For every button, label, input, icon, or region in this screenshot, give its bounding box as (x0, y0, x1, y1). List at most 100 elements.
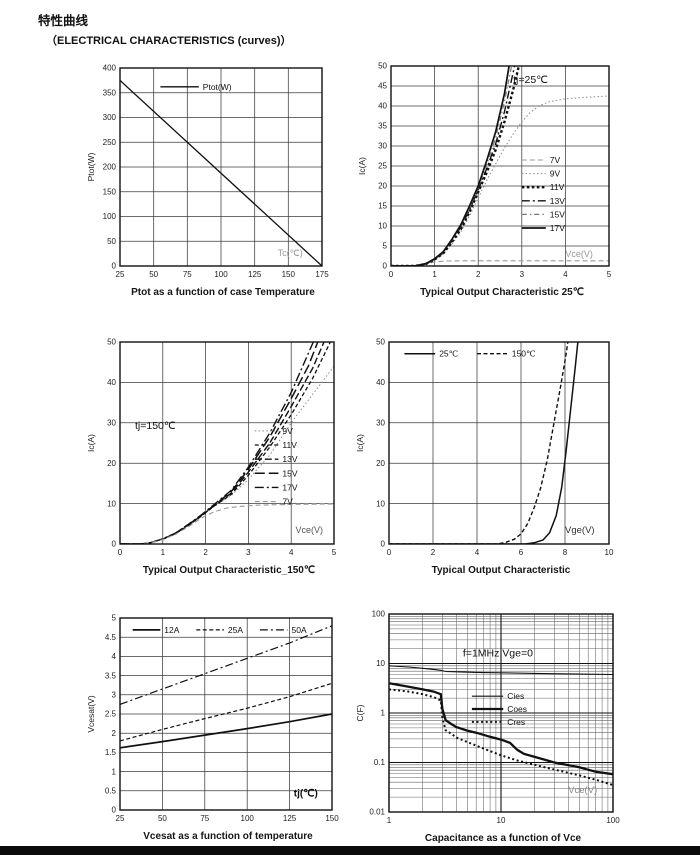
svg-text:200: 200 (103, 163, 117, 172)
svg-text:3: 3 (246, 548, 251, 557)
chart-output-characteristic-150c: 0 1 2 3 4 5 0 10 20 30 40 50 Ic(A) 9V 11V 13V 15V 17V 7V tj… (86, 334, 348, 586)
svg-text:5: 5 (383, 242, 388, 251)
svg-text:Vcesat(V): Vcesat(V) (86, 695, 96, 732)
svg-text:50: 50 (107, 237, 116, 246)
svg-text:2: 2 (112, 729, 117, 738)
svg-text:100: 100 (103, 212, 117, 221)
svg-text:1: 1 (387, 816, 392, 825)
svg-text:13V: 13V (282, 454, 297, 464)
svg-text:40: 40 (378, 102, 387, 111)
svg-text:125: 125 (248, 270, 262, 279)
svg-text:4: 4 (112, 652, 117, 661)
section-title-en: （ELECTRICAL CHARACTERISTICS (curves)） (46, 35, 292, 47)
svg-text:5: 5 (332, 548, 337, 557)
chart-caption-output-25c: Typical Output Characteristic 25℃ (420, 287, 584, 298)
section-header: 特性曲线 （ELECTRICAL CHARACTERISTICS (curves… (38, 10, 292, 48)
svg-text:Cies: Cies (507, 691, 524, 701)
chart-caption-transfer: Typical Output Characteristic (431, 565, 571, 576)
svg-text:1: 1 (381, 709, 386, 718)
svg-text:40: 40 (107, 378, 116, 387)
svg-text:40: 40 (376, 378, 385, 387)
chart-ptot-vs-case-temperature: 25 50 75 100 125 150 175 0 50 100 150 200 250 300 350 4… (86, 60, 336, 308)
svg-text:11V: 11V (282, 440, 297, 450)
chart-transfer-characteristic: 0 2 4 6 8 10 0 10 20 30 40 50 Ic(A) 25℃ 150℃ Vge(V) Typ… (355, 334, 623, 586)
svg-text:0: 0 (112, 262, 117, 271)
svg-text:7V: 7V (550, 155, 561, 165)
svg-text:0: 0 (112, 540, 117, 549)
svg-text:1: 1 (432, 270, 437, 279)
svg-text:17V: 17V (550, 223, 565, 233)
svg-text:Ptot(W): Ptot(W) (203, 82, 232, 92)
svg-text:0.1: 0.1 (374, 758, 386, 767)
svg-text:2.5: 2.5 (105, 710, 117, 719)
svg-text:5: 5 (112, 614, 117, 623)
svg-text:175: 175 (315, 270, 329, 279)
svg-text:0: 0 (112, 806, 117, 815)
svg-text:250: 250 (103, 138, 117, 147)
svg-text:4: 4 (289, 548, 294, 557)
svg-text:0.01: 0.01 (369, 808, 385, 817)
capacitance-chart-canvas: 1 10 100 0.01 0.1 1 10 100 C(F) Cies Coes Cres f=1MH… (355, 606, 627, 832)
svg-text:Vce(V): Vce(V) (568, 785, 597, 796)
svg-text:Cres: Cres (507, 717, 525, 727)
svg-text:15V: 15V (282, 468, 297, 478)
svg-text:45: 45 (378, 82, 387, 91)
svg-text:100: 100 (606, 816, 620, 825)
svg-text:3.5: 3.5 (105, 671, 117, 680)
svg-text:30: 30 (376, 419, 385, 428)
svg-text:25: 25 (116, 814, 125, 823)
svg-text:10: 10 (376, 659, 385, 668)
svg-text:20: 20 (378, 182, 387, 191)
svg-text:4.5: 4.5 (105, 633, 117, 642)
section-title-zh: 特性曲线 (38, 14, 89, 28)
svg-text:150: 150 (325, 814, 339, 823)
svg-text:9V: 9V (282, 426, 293, 436)
svg-text:C(F): C(F) (355, 704, 365, 721)
svg-text:50: 50 (107, 338, 116, 347)
svg-text:0.5: 0.5 (105, 787, 117, 796)
svg-text:Vge(V): Vge(V) (565, 525, 595, 536)
chart-vcesat-vs-temperature: 25 50 75 100 125 150 0 0.5 1 1.5 2 2.5 3 3.5 4 4.5 5 Vces… (86, 610, 346, 852)
svg-text:50: 50 (378, 62, 387, 71)
svg-text:Vce(V): Vce(V) (296, 525, 324, 535)
svg-text:75: 75 (183, 270, 192, 279)
svg-text:2: 2 (203, 548, 208, 557)
svg-text:30: 30 (107, 419, 116, 428)
chart-caption-capacitance: Capacitance as a function of Vce (424, 833, 582, 844)
svg-text:2: 2 (431, 548, 436, 557)
svg-text:125: 125 (283, 814, 297, 823)
svg-text:400: 400 (103, 64, 117, 73)
svg-text:150: 150 (103, 187, 117, 196)
svg-text:10: 10 (378, 222, 387, 231)
svg-text:17V: 17V (282, 482, 297, 492)
svg-text:Vce(V): Vce(V) (565, 249, 593, 259)
svg-text:0: 0 (389, 270, 394, 279)
svg-text:8: 8 (563, 548, 568, 557)
output-150c-chart-canvas: 0 1 2 3 4 5 0 10 20 30 40 50 Ic(A) 9V 11V 13V 15V 17V 7V tj… (86, 334, 348, 564)
svg-text:350: 350 (103, 89, 117, 98)
chart-caption-ptot: Ptot as a function of case Temperature (131, 287, 315, 298)
svg-text:15: 15 (378, 202, 387, 211)
svg-text:tj(℃): tj(℃) (294, 789, 318, 800)
ptot-chart-canvas: 25 50 75 100 125 150 175 0 50 100 150 200 250 300 350 4… (86, 60, 336, 286)
svg-text:10: 10 (497, 816, 506, 825)
svg-text:50: 50 (149, 270, 158, 279)
svg-text:5: 5 (607, 270, 612, 279)
chart-output-characteristic-25c: 0 1 2 3 4 5 0 5 10 15 20 25 30 35 40 45 50 Ic(A) 7V 9V 11V 13… (357, 58, 623, 308)
svg-text:7V: 7V (282, 497, 293, 507)
svg-text:50: 50 (158, 814, 167, 823)
svg-text:1: 1 (112, 767, 117, 776)
svg-text:0: 0 (387, 548, 392, 557)
svg-text:20: 20 (107, 459, 116, 468)
svg-text:f=1MHz,Vge=0: f=1MHz,Vge=0 (463, 648, 533, 660)
svg-text:100: 100 (214, 270, 228, 279)
svg-text:4: 4 (475, 548, 480, 557)
svg-text:15V: 15V (550, 209, 565, 219)
svg-text:2: 2 (476, 270, 481, 279)
svg-text:35: 35 (378, 122, 387, 131)
svg-text:0: 0 (118, 548, 123, 557)
svg-text:4: 4 (563, 270, 568, 279)
svg-text:Coes: Coes (507, 704, 527, 714)
svg-text:150: 150 (282, 270, 296, 279)
